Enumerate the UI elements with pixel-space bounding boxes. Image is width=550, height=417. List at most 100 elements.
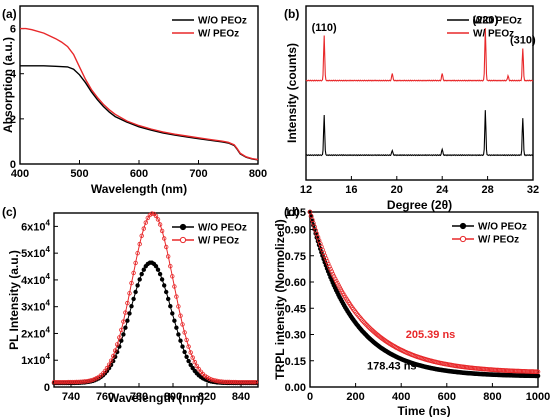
data-point — [57, 380, 63, 385]
data-point — [178, 338, 183, 343]
legend-marker — [179, 236, 187, 244]
legend-marker — [179, 223, 187, 231]
data-point — [112, 348, 118, 353]
data-point — [206, 376, 212, 381]
data-point — [133, 260, 138, 266]
panel-b: 12 16 20 24 28 32 (110) (220) (310) W/O PEOz W/ PE… — [284, 5, 539, 212]
data-point — [106, 362, 112, 367]
x-tick-label: 400 — [11, 168, 29, 180]
data-point — [309, 218, 315, 224]
legend-entry: W/ PEOz — [198, 236, 239, 247]
x-tick-label: 800 — [164, 391, 182, 403]
data-point — [123, 310, 128, 315]
data-point — [221, 379, 226, 384]
data-point — [117, 344, 122, 349]
data-point — [129, 304, 134, 309]
data-point — [119, 327, 124, 333]
x-tick-label: 500 — [70, 168, 88, 180]
data-point — [155, 267, 161, 272]
x-tick-label: 24 — [436, 184, 449, 196]
data-point — [331, 274, 337, 279]
x-tick-label: 400 — [392, 391, 410, 403]
data-point — [155, 217, 161, 222]
x-tick-label: 780 — [130, 391, 148, 403]
data-point — [190, 365, 195, 371]
data-point — [53, 380, 59, 385]
y-tick-label: 1.05 — [285, 207, 306, 219]
panel-a: 400 500 600 700 800 0 2 4 6 W/O PEOz W/ PEOz Wavele… — [1, 5, 267, 196]
y-tick-label: 0.45 — [285, 303, 306, 315]
x-tick-label: 800 — [249, 168, 267, 180]
data-point — [131, 296, 136, 302]
data-point — [247, 380, 252, 385]
data-point — [360, 318, 365, 323]
y-tick-label: 0 — [44, 382, 50, 394]
data-point — [361, 319, 366, 325]
panel-label: (b) — [284, 7, 299, 21]
data-point — [216, 379, 222, 384]
legend-entry: W/ PEOz — [473, 29, 514, 40]
data-point — [180, 344, 185, 349]
data-point — [172, 318, 177, 323]
data-point — [161, 283, 167, 288]
y-tick-label: 0.15 — [285, 356, 306, 368]
data-point — [364, 322, 370, 328]
data-point — [88, 378, 93, 383]
plot-frame — [305, 5, 534, 181]
x-tick-label: 760 — [96, 391, 114, 403]
data-point — [153, 264, 159, 269]
data-point — [239, 380, 244, 385]
data-point — [63, 380, 69, 385]
data-point — [182, 330, 187, 335]
data-point — [233, 379, 238, 385]
data-point — [210, 377, 216, 383]
data-point — [225, 379, 230, 385]
data-point — [192, 359, 197, 365]
data-point — [333, 278, 339, 284]
data-point — [135, 250, 140, 256]
y-tick-label: 5x104 — [21, 245, 50, 260]
data-point — [127, 291, 132, 296]
data-point — [231, 379, 236, 385]
peak-label: (310) — [510, 34, 536, 46]
data-point — [78, 379, 83, 384]
plot-frame — [309, 211, 539, 388]
peak-label: (110) — [312, 22, 337, 34]
data-point — [159, 228, 165, 234]
data-point — [168, 304, 173, 309]
data-point — [237, 380, 242, 385]
data-point — [51, 380, 57, 385]
data-point — [328, 266, 333, 272]
legend-entry: W/O PEOz — [478, 222, 527, 233]
data-point — [174, 325, 179, 330]
data-point — [227, 379, 232, 385]
y-tick-label: 0.30 — [285, 330, 306, 342]
y-tick-label: 2x104 — [21, 325, 50, 340]
panel-label: (d) — [284, 205, 299, 219]
x-axis-label: Time (ns) — [397, 404, 450, 417]
data-point — [322, 253, 328, 259]
legend-marker — [459, 222, 467, 230]
y-tick-label: 4x104 — [21, 272, 50, 287]
x-tick-label: 32 — [527, 184, 539, 196]
data-point — [137, 277, 142, 282]
data-point — [74, 379, 79, 385]
x-tick-label: 0 — [307, 391, 313, 403]
y-axis-label: Absorption (a.u.) — [1, 37, 15, 133]
data-point — [72, 379, 77, 385]
data-point — [249, 380, 255, 385]
data-point — [194, 363, 199, 369]
data-point — [82, 379, 87, 384]
data-point — [535, 369, 541, 375]
data-point — [137, 241, 142, 247]
data-point — [208, 377, 214, 382]
data-point — [76, 379, 81, 385]
data-point — [332, 276, 338, 282]
legend-entry: W/O PEOz — [198, 223, 247, 234]
x-tick-label: 840 — [232, 391, 250, 403]
data-point — [161, 236, 167, 241]
data-point — [157, 222, 163, 227]
data-point — [170, 311, 175, 316]
data-point — [163, 244, 169, 250]
data-point — [70, 379, 75, 385]
